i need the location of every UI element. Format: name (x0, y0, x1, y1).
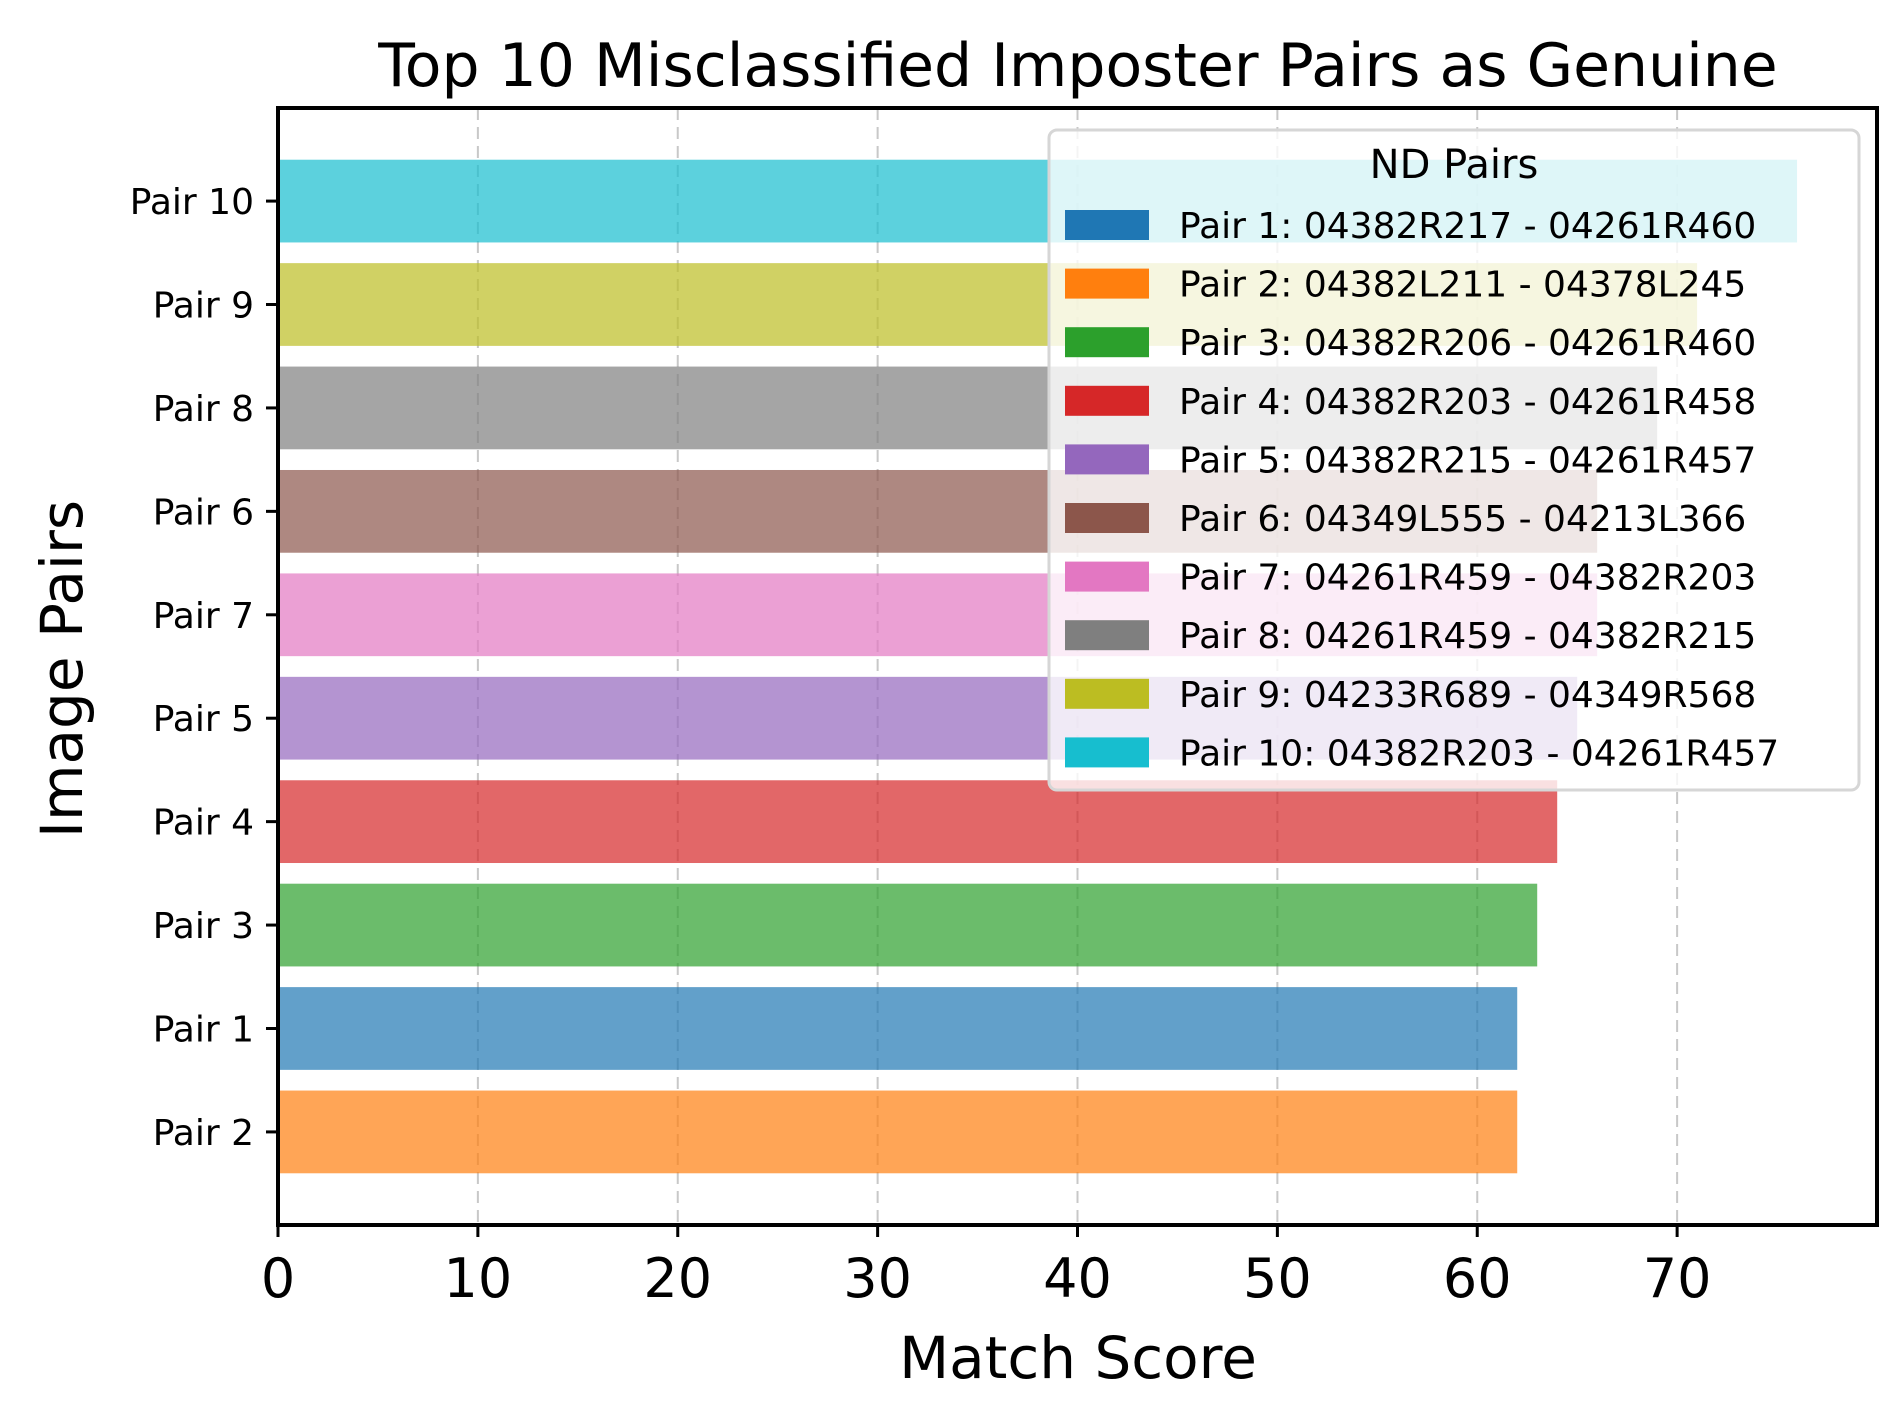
legend-entry-label: Pair 2: 04382L211 - 04378L245 (1179, 265, 1746, 306)
legend-entry-label: Pair 6: 04349L555 - 04213L366 (1179, 499, 1746, 540)
legend-swatch (1065, 385, 1149, 416)
y-tick-label: Pair 10 (130, 182, 254, 223)
legend-swatch (1065, 737, 1149, 768)
y-tick-label: Pair 1 (153, 1009, 254, 1050)
legend-swatch (1065, 678, 1149, 709)
legend-entry-label: Pair 10: 04382R203 - 04261R457 (1179, 733, 1779, 774)
y-tick-label: Pair 2 (153, 1113, 254, 1154)
legend-entry-label: Pair 3: 04382R206 - 04261R460 (1179, 323, 1756, 364)
legend-entry-label: Pair 5: 04382R215 - 04261R457 (1179, 440, 1756, 481)
legend-entry-label: Pair 9: 04233R689 - 04349R568 (1179, 675, 1756, 716)
axes: 0 10 20 30 40 50 60 70 Pair 2 Pair 1 Pair 3 Pair 4 P… (130, 106, 1879, 1310)
legend-swatch (1065, 503, 1149, 533)
legend-swatch (1065, 327, 1149, 358)
legend-swatch (1065, 268, 1149, 299)
legend-swatch (1065, 444, 1149, 475)
x-tick-label: 60 (1443, 1247, 1512, 1310)
x-tick-label: 70 (1643, 1247, 1712, 1310)
legend-title: ND Pairs (1370, 142, 1539, 188)
legend-swatch (1065, 620, 1149, 651)
x-tick-label: 30 (843, 1247, 912, 1310)
x-tick-label: 20 (643, 1247, 712, 1310)
legend: ND Pairs Pair 1: 04382R217 - 04261R460 Pai… (1047, 128, 1861, 792)
chart-title: Top 10 Misclassified Imposter Pairs as G… (377, 31, 1777, 101)
y-tick-label: Pair 8 (153, 389, 254, 430)
legend-swatch (1065, 210, 1149, 240)
x-tick-label: 0 (261, 1247, 295, 1310)
x-axis-label: Match Score (899, 1324, 1257, 1392)
y-tick-label: Pair 5 (153, 699, 254, 740)
y-tick-label: Pair 4 (153, 803, 254, 844)
x-tick-label: 10 (444, 1247, 513, 1310)
legend-swatch (1065, 561, 1149, 592)
bar-pair-4 (278, 780, 1558, 864)
legend-box (1047, 128, 1861, 792)
bar-pair-3 (278, 883, 1538, 967)
y-tick-label: Pair 6 (153, 492, 254, 533)
x-tick-label: 40 (1043, 1247, 1112, 1310)
legend-entry-label: Pair 8: 04261R459 - 04382R215 (1179, 616, 1756, 657)
y-tick-label: Pair 7 (153, 596, 254, 637)
y-axis-label: Image Pairs (28, 500, 96, 838)
y-tick-label: Pair 3 (153, 906, 254, 947)
bar-pair-2 (278, 1090, 1518, 1174)
legend-entry-label: Pair 1: 04382R217 - 04261R460 (1179, 206, 1756, 247)
legend-entry-label: Pair 7: 04261R459 - 04382R203 (1179, 558, 1756, 599)
x-tick-label: 50 (1243, 1247, 1312, 1310)
legend-entry-label: Pair 4: 04382R203 - 04261R458 (1179, 382, 1756, 423)
y-tick-label: Pair 9 (153, 286, 254, 327)
bar-pair-1 (278, 987, 1518, 1070)
